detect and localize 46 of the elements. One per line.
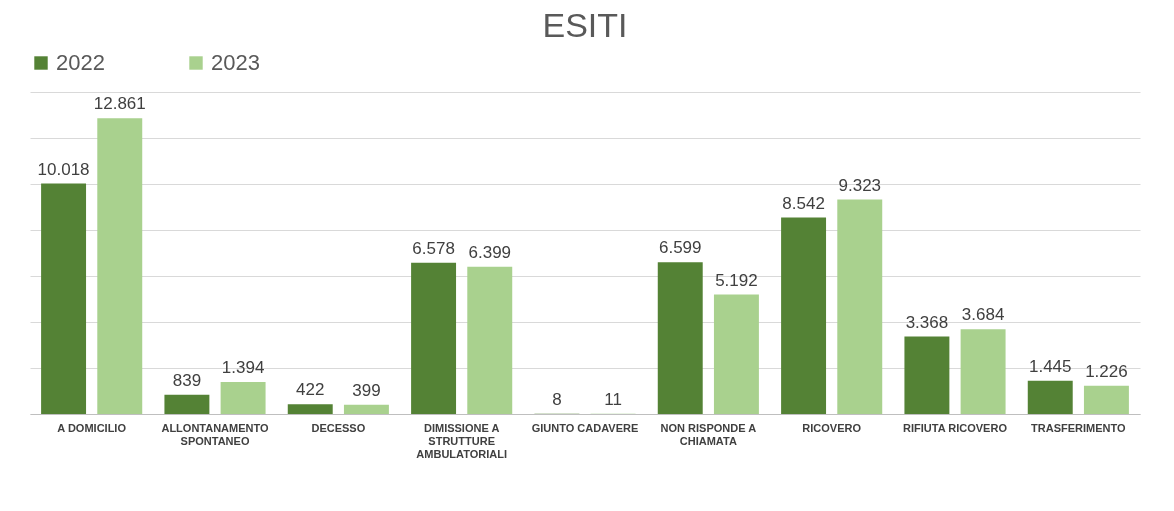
x-tick-label: DECESSO <box>311 421 366 434</box>
data-label: 9.323 <box>838 175 882 195</box>
x-tick-label: A DOMICILIO <box>57 421 127 434</box>
x-tick-label: RICOVERO <box>802 421 862 434</box>
data-label: 10.018 <box>37 159 90 179</box>
data-label: 1.394 <box>221 357 265 377</box>
x-tick-label: ALLONTANAMENTO SPONTANEO <box>161 421 270 447</box>
bar <box>97 118 143 414</box>
data-label: 1.445 <box>1028 356 1072 376</box>
bar <box>781 217 827 414</box>
legend-label: 2022 <box>56 50 105 75</box>
chart-title: ESITI <box>542 6 628 44</box>
data-label: 399 <box>352 380 381 400</box>
bar <box>343 404 389 414</box>
data-label: 6.578 <box>412 238 455 258</box>
bar <box>467 266 513 414</box>
bar <box>164 394 210 414</box>
data-label: 422 <box>296 380 325 400</box>
bar <box>220 381 266 414</box>
data-label: 6.599 <box>658 238 702 258</box>
bar <box>1027 380 1073 414</box>
data-label: 11 <box>604 389 622 409</box>
bar <box>411 262 457 414</box>
data-label: 3.368 <box>905 312 949 332</box>
data-label: 6.399 <box>468 242 512 262</box>
x-tick-label: RIFIUTA RICOVERO <box>903 421 1008 434</box>
data-label: 8.542 <box>782 193 825 213</box>
data-label: 12.861 <box>93 94 146 114</box>
data-label: 839 <box>172 370 202 390</box>
bar <box>657 262 703 414</box>
legend-label: 2023 <box>211 50 260 75</box>
bar <box>1083 385 1129 414</box>
data-label: 5.192 <box>715 270 758 290</box>
bar <box>287 404 333 414</box>
data-label: 3.684 <box>961 305 1005 325</box>
bar <box>837 199 883 414</box>
x-tick-label: NON RISPONDE A CHIAMATA <box>660 421 757 447</box>
bar <box>904 336 950 414</box>
data-label: 8 <box>552 389 562 409</box>
bar <box>960 329 1006 414</box>
x-tick-label: TRASFERIMENTO <box>1031 421 1127 434</box>
x-tick-label: DIMISSIONE A STRUTTURE AMBULATORIALI <box>416 421 507 460</box>
x-tick-label: GIUNTO CADAVERE <box>531 421 639 434</box>
bar <box>41 183 87 414</box>
bar <box>713 294 759 414</box>
data-label: 1.226 <box>1085 361 1128 381</box>
